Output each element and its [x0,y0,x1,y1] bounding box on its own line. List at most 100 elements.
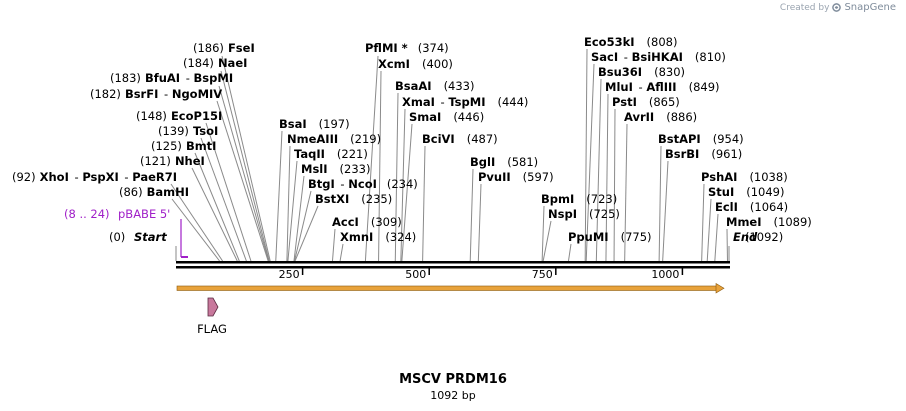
enzyme-label[interactable]: (186) FseI [193,41,255,55]
leader-line [613,108,616,262]
enzyme-label[interactable]: MmeI (1089) [726,215,812,229]
enzyme-label[interactable]: AccI (309) [332,215,402,229]
leader-line [706,198,712,262]
enzyme-label[interactable]: PflMI * (374) [365,41,449,55]
leader-line [205,122,252,262]
enzyme-label[interactable]: PshAI (1038) [701,170,788,184]
enzyme-label[interactable]: (139) TsoI [158,124,218,138]
leader-line [394,92,399,262]
enzyme-label[interactable]: (92) XhoI - PspXI - PaeR7I [12,170,177,184]
enzyme-label[interactable]: BsrBI (961) [665,147,742,161]
leader-line [294,205,319,262]
leader-line [170,183,224,262]
end-pos: (1092) [745,230,783,244]
enzyme-label[interactable]: (121) NheI [140,154,205,168]
enzyme-label[interactable]: Bsu36I (830) [598,65,685,79]
enzyme-label[interactable]: PstI (865) [612,95,680,109]
leader-line [171,198,220,262]
leader-line [293,175,305,262]
enzyme-label[interactable]: BsaAI (433) [395,79,475,93]
enzyme-label[interactable]: MslI (233) [301,162,370,176]
leader-line [585,63,595,262]
primer-pbabe[interactable]: (8 .. 24) pBABE 5' [64,207,188,258]
sequence-backbone [176,261,730,269]
enzyme-label[interactable]: AvrII (886) [624,110,697,124]
enzyme-label[interactable]: BstAPI (954) [658,132,744,146]
leader-line [477,183,482,262]
leader-line [364,55,379,262]
start-marker: (0) Start [109,230,177,261]
leader-line [294,190,312,262]
leader-line [469,168,474,262]
snapgene-logo-icon [832,3,842,12]
leader-line [218,85,270,262]
leader-line [624,123,628,262]
enzyme-label[interactable]: NspI (725) [548,207,620,221]
leader-line [541,205,545,262]
end-marker: End (1092) [728,230,783,261]
enzyme-label[interactable]: XmaI - TspMI (444) [402,95,528,109]
tick-label: 500 [405,268,426,281]
leader-line [714,213,719,262]
enzyme-label[interactable]: PvuII (597) [478,170,554,184]
leader-line [584,48,588,262]
leader-line [658,145,662,262]
end-name: End [733,230,758,244]
enzyme-label[interactable]: BsaI (197) [279,117,350,131]
enzyme-label[interactable]: SmaI (446) [409,110,484,124]
tick-label: 750 [532,268,553,281]
enzyme-label[interactable]: SacI - BsiHKAI (810) [591,50,726,64]
leader-line [275,130,283,262]
start-name: Start [134,230,167,244]
leader-line [701,183,705,262]
leader-line [216,100,269,262]
enzyme-label[interactable]: MluI - AflIII (849) [605,80,720,94]
enzyme-label[interactable]: PpuMI (775) [568,230,652,244]
leader-line [400,108,406,262]
enzyme-label[interactable]: NmeAIII (219) [287,132,381,146]
enzyme-label[interactable]: (148) EcoP15I [136,109,222,123]
leader-line [595,78,602,262]
leader-line [662,160,669,262]
leader-line [191,167,238,262]
leader-line [542,220,552,262]
leader-line [422,145,426,262]
enzyme-label[interactable]: StuI (1049) [708,185,785,199]
map-length: 1092 bp [430,389,476,402]
enzyme-label[interactable]: BglI (581) [470,155,538,169]
enzyme-label[interactable]: TaqII (221) [294,147,368,161]
primer-range: (8 .. 24) [64,207,110,221]
enzyme-label[interactable]: BpmI (723) [541,192,617,206]
enzyme-label[interactable]: (182) BsrFI - NgoMIV [90,87,222,101]
enzyme-label[interactable]: XmnI (324) [340,230,416,244]
map-title: MSCV PRDM16 [399,372,507,387]
credit-brand: SnapGene [844,2,896,13]
enzyme-labels: (186) FseI (184) NaeI (183) BfuAI - BspMI (… [12,35,812,244]
leader-line [401,123,413,262]
enzyme-label[interactable]: BstXI (235) [315,192,392,206]
leader-line [220,70,270,262]
enzyme-label[interactable]: Eco53kI (808) [584,35,677,49]
flag-feature[interactable]: FLAG [197,297,227,336]
orf-arrow[interactable] [176,282,725,294]
enzyme-label[interactable]: BtgI - NcoI (234) [308,177,418,191]
leader-line [339,243,344,262]
enzyme-label[interactable]: (86) BamHI [119,185,189,199]
primer-name: pBABE 5' [118,207,170,221]
enzyme-label[interactable]: BciVI (487) [422,132,498,146]
tick-label: 250 [279,268,300,281]
enzyme-label[interactable]: (184) NaeI [183,56,247,70]
enzyme-label[interactable]: (125) BmtI [151,139,216,153]
leader-line [286,145,291,262]
leader-line [287,160,298,262]
leader-line [221,55,271,262]
leader-line [331,228,336,262]
enzyme-label[interactable]: (183) BfuAI - BspMI [110,71,233,85]
scale-ticks: 250 500 750 1000 [279,268,684,281]
tick-label: 1000 [651,268,679,281]
start-pos: (0) [109,230,125,244]
enzyme-label[interactable]: XcmI (400) [378,57,453,71]
credit-prefix: Created by [779,2,830,13]
enzyme-label[interactable]: EclI (1064) [715,200,788,214]
